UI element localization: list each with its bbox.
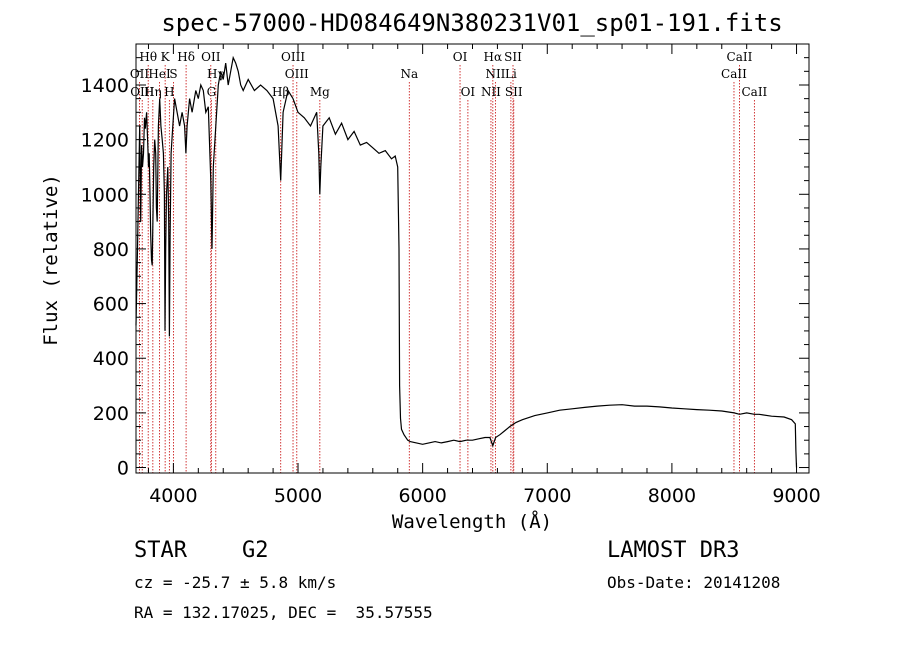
x-tick-label: 8000 [648,485,696,507]
spectral-line-label: NII [481,85,501,99]
spectral-lines [139,65,755,473]
object-class: STAR [134,538,187,563]
spectral-line-label: Hα [484,50,503,64]
y-tick-label: 1000 [81,184,129,206]
spectral-line-label: K [161,50,171,64]
spectral-line-label: G [207,85,217,99]
spectral-line-label: Hβ [272,85,289,99]
spectral-line-label: S [169,67,177,81]
y-tick-label: 600 [93,294,129,316]
spectral-line-label: Mg [310,85,330,99]
y-tick-label: 400 [93,348,129,370]
spectral-line-label: CaII [721,67,747,81]
spectral-line-label: H [164,85,174,99]
spectral-line-label: HeI [148,67,171,81]
spectral-line-label: Hδ [177,50,195,64]
spectral-line-label: OIII [281,50,305,64]
spectral-line-label: SII [504,50,522,64]
x-tick-label: 5000 [274,485,322,507]
spectral-line-label: Hη [144,85,162,99]
x-axis-label: Wavelength (Å) [392,510,552,533]
x-tick-label: 4000 [149,485,197,507]
spectral-line-label: OII [130,67,150,81]
y-tick-label: 200 [93,403,129,425]
y-tick-label: 1400 [81,75,129,97]
spectral-line-label: OI [461,85,476,99]
y-axis-label: Flux (relative) [40,174,62,346]
chart-title: spec-57000-HD084649N380231V01_sp01-191.f… [161,9,782,37]
spectral-line-label: CaII [727,50,753,64]
survey-name: LAMOST DR3 [607,538,740,563]
x-tick-label: 6000 [398,485,446,507]
object-subclass: G2 [242,538,269,563]
spectral-line-label: OIII [285,67,309,81]
spectral-line-label: CaII [741,85,767,99]
y-axis: 0 200 400 600 800 1000 1200 1400 [81,57,809,480]
spectral-line-label: Hθ [139,50,157,64]
x-tick-label: 7000 [523,485,571,507]
spectral-line-label: Na [400,67,418,81]
x-axis: 4000 5000 6000 7000 8000 9000 [147,44,821,507]
observation-date: Obs-Date: 20141208 [607,573,781,592]
spectrum-series-line [135,55,798,468]
spectral-line-label: SII [505,85,523,99]
spectral-line-label: NII [485,67,505,81]
plot-frame [135,43,810,474]
spectral-line-label: OII [201,50,221,64]
y-tick-label: 1200 [81,130,129,152]
redshift-velocity: cz = -25.7 ± 5.8 km/s [134,573,337,592]
y-tick-label: 0 [117,458,129,480]
x-tick-label: 9000 [772,485,820,507]
y-tick-label: 800 [93,239,129,261]
spectral-line-label: Li [505,67,517,81]
coordinates: RA = 132.17025, DEC = 35.57555 [134,603,433,622]
spectral-line-label: OI [453,50,468,64]
